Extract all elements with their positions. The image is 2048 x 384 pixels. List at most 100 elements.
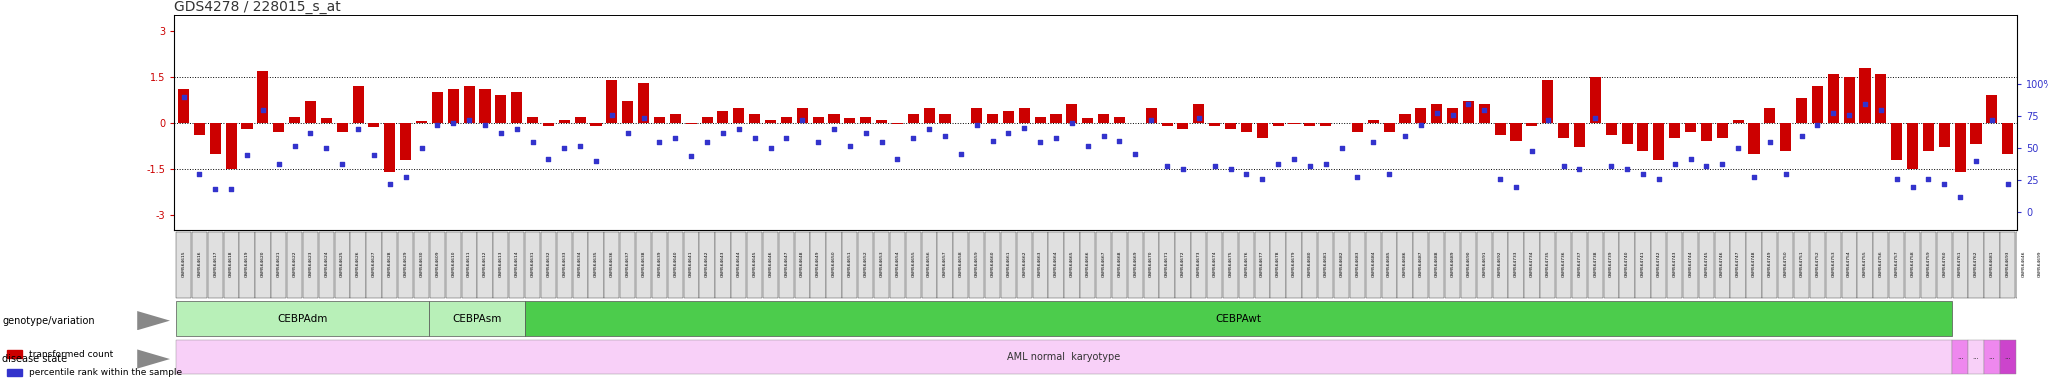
Bar	[575, 117, 586, 123]
Bar	[1430, 232, 1444, 298]
Point	[754, 146, 786, 152]
Text: GSM564746: GSM564746	[1720, 250, 1724, 277]
Point	[1753, 139, 1786, 145]
Text: GSM564654: GSM564654	[895, 250, 899, 277]
Bar	[430, 301, 524, 336]
Bar	[303, 232, 317, 298]
Bar	[985, 232, 999, 298]
Bar	[430, 232, 444, 298]
Text: GSM564754: GSM564754	[1847, 250, 1851, 277]
Point	[834, 143, 866, 149]
Point	[1864, 107, 1896, 113]
Bar	[780, 117, 793, 123]
Bar	[1397, 232, 1413, 298]
Point	[485, 130, 518, 136]
Text: GSM564684: GSM564684	[1372, 250, 1376, 277]
Point	[1008, 125, 1040, 131]
Bar	[416, 121, 428, 123]
Bar	[1161, 123, 1174, 126]
Text: GSM564762: GSM564762	[1974, 250, 1978, 277]
Bar	[461, 232, 477, 298]
Text: GSM564635: GSM564635	[594, 250, 598, 277]
Text: GSM564688: GSM564688	[1436, 250, 1438, 277]
Bar	[1669, 123, 1679, 138]
Bar	[1145, 108, 1157, 123]
Point	[309, 146, 342, 152]
Bar	[1462, 101, 1475, 123]
Point	[1991, 181, 2023, 187]
Bar	[1239, 232, 1253, 298]
Text: GSM564651: GSM564651	[848, 250, 852, 277]
Bar	[1272, 123, 1284, 126]
Text: GSM564676: GSM564676	[1245, 250, 1249, 277]
Bar	[1225, 123, 1237, 129]
Bar	[702, 117, 713, 123]
Bar	[668, 232, 682, 298]
Point	[1245, 176, 1278, 182]
Bar	[889, 232, 905, 298]
Bar	[827, 114, 840, 123]
Bar	[1034, 117, 1047, 123]
Bar	[1620, 232, 1634, 298]
Bar	[1667, 232, 1681, 298]
Text: GSM564753: GSM564753	[1831, 250, 1835, 277]
Text: transformed count: transformed count	[29, 349, 113, 359]
Point	[1358, 139, 1391, 145]
Text: GSM564648: GSM564648	[801, 250, 805, 277]
Bar	[1176, 232, 1190, 298]
Bar	[1876, 74, 1886, 123]
Bar	[1888, 232, 1905, 298]
Bar	[1716, 123, 1729, 138]
Bar	[446, 232, 461, 298]
Bar	[494, 232, 508, 298]
Bar	[1049, 232, 1063, 298]
Point	[549, 146, 582, 152]
Point	[516, 139, 549, 145]
Point	[1436, 112, 1468, 118]
Point	[1182, 115, 1214, 121]
Text: GSM564693: GSM564693	[2005, 250, 2009, 277]
Bar	[1825, 232, 1841, 298]
Bar	[526, 117, 539, 123]
Bar	[1096, 232, 1112, 298]
Bar	[670, 114, 680, 123]
Point	[1468, 107, 1501, 113]
Bar	[1731, 232, 1745, 298]
Bar	[684, 232, 698, 298]
Text: GSM564691: GSM564691	[1483, 250, 1487, 277]
Text: GSM564650: GSM564650	[831, 250, 836, 277]
Point	[182, 171, 215, 177]
Bar	[639, 83, 649, 123]
Bar	[1749, 123, 1759, 154]
Bar	[860, 117, 870, 123]
Bar	[496, 95, 506, 123]
Bar	[1321, 123, 1331, 126]
Bar	[1810, 232, 1825, 298]
Point	[1642, 176, 1675, 182]
Text: GSM564738: GSM564738	[1593, 250, 1597, 277]
Text: GSM564666: GSM564666	[1085, 250, 1090, 277]
Bar	[987, 114, 997, 123]
Bar	[573, 232, 588, 298]
Bar	[1192, 232, 1206, 298]
Bar	[621, 232, 635, 298]
Text: GSM564620: GSM564620	[260, 250, 264, 277]
Text: GSM564761: GSM564761	[1958, 250, 1962, 277]
Point	[1087, 132, 1120, 139]
Bar	[590, 123, 602, 126]
Bar	[1985, 232, 1999, 298]
Point	[596, 112, 629, 118]
Bar	[385, 123, 395, 172]
Point	[1294, 163, 1327, 169]
Bar	[1559, 123, 1569, 138]
Bar	[604, 232, 618, 298]
Point	[295, 130, 328, 136]
Point	[373, 181, 406, 187]
Bar	[524, 301, 1952, 336]
Point	[1722, 146, 1755, 152]
Point	[1278, 156, 1311, 162]
Bar	[969, 232, 985, 298]
Text: GSM564623: GSM564623	[309, 250, 313, 277]
Bar	[176, 232, 190, 298]
Bar	[971, 108, 983, 123]
